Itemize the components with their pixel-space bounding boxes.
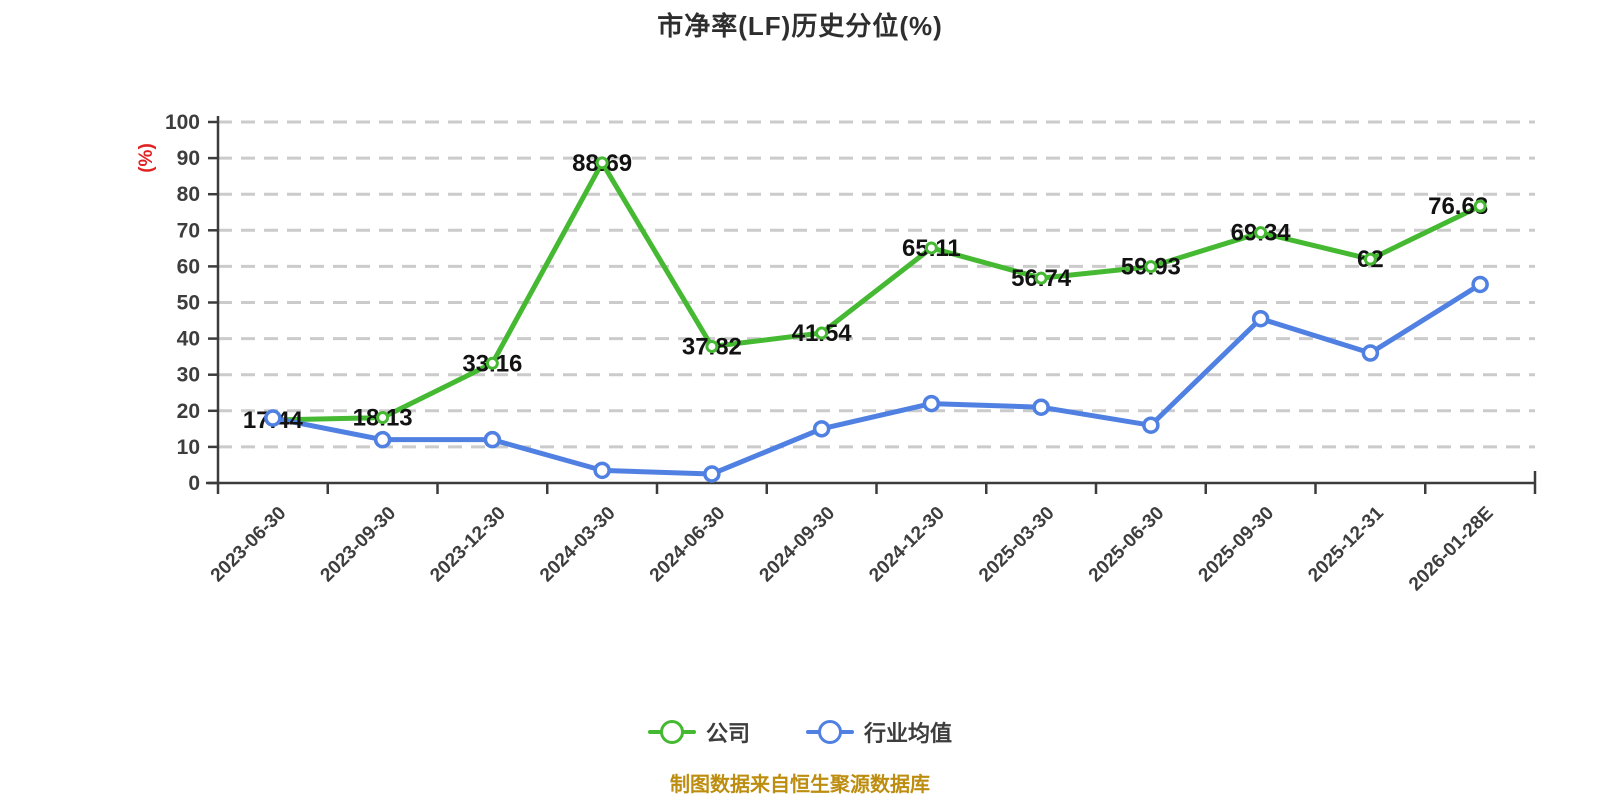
legend-item-industry-average[interactable]: 行业均值 bbox=[806, 716, 952, 748]
svg-text:2025-06-30: 2025-06-30 bbox=[1085, 503, 1169, 587]
legend-dot bbox=[659, 720, 684, 744]
svg-text:2023-12-30: 2023-12-30 bbox=[426, 503, 510, 587]
legend-label-company: 公司 bbox=[705, 721, 750, 746]
svg-text:50: 50 bbox=[177, 292, 200, 315]
svg-text:2025-12-31: 2025-12-31 bbox=[1304, 502, 1388, 586]
svg-text:30: 30 bbox=[177, 364, 200, 387]
svg-text:2024-12-30: 2024-12-30 bbox=[865, 503, 949, 587]
svg-text:2023-09-30: 2023-09-30 bbox=[317, 503, 401, 587]
svg-text:90: 90 bbox=[177, 147, 200, 170]
svg-text:2025-03-30: 2025-03-30 bbox=[975, 503, 1059, 587]
legend: 公司 行业均值 bbox=[0, 716, 1600, 748]
svg-text:2026-01-28E: 2026-01-28E bbox=[1405, 503, 1498, 596]
svg-text:2024-09-30: 2024-09-30 bbox=[756, 503, 840, 587]
data-source-note: 制图数据来自恒生聚源数据库 bbox=[670, 774, 930, 796]
legend-label-industry-average: 行业均值 bbox=[864, 721, 953, 746]
svg-text:20: 20 bbox=[177, 400, 200, 423]
svg-text:100: 100 bbox=[165, 111, 200, 134]
svg-text:2024-03-30: 2024-03-30 bbox=[536, 503, 620, 587]
svg-text:0: 0 bbox=[188, 472, 200, 495]
legend-dot bbox=[818, 720, 842, 744]
industry-average-series-marker-icon bbox=[806, 719, 854, 745]
svg-text:80: 80 bbox=[177, 183, 200, 206]
svg-text:2025-09-30: 2025-09-30 bbox=[1195, 503, 1279, 587]
svg-text:70: 70 bbox=[177, 219, 200, 242]
svg-text:60: 60 bbox=[177, 255, 200, 278]
company-series-marker-icon bbox=[647, 719, 696, 745]
svg-text:10: 10 bbox=[177, 436, 200, 459]
svg-text:2024-06-30: 2024-06-30 bbox=[646, 503, 730, 587]
svg-text:2023-06-30: 2023-06-30 bbox=[207, 503, 291, 587]
legend-item-company[interactable]: 公司 bbox=[647, 716, 750, 748]
chart-title: 市净率(LF)历史分位(%) bbox=[657, 11, 943, 41]
svg-text:40: 40 bbox=[177, 328, 200, 351]
